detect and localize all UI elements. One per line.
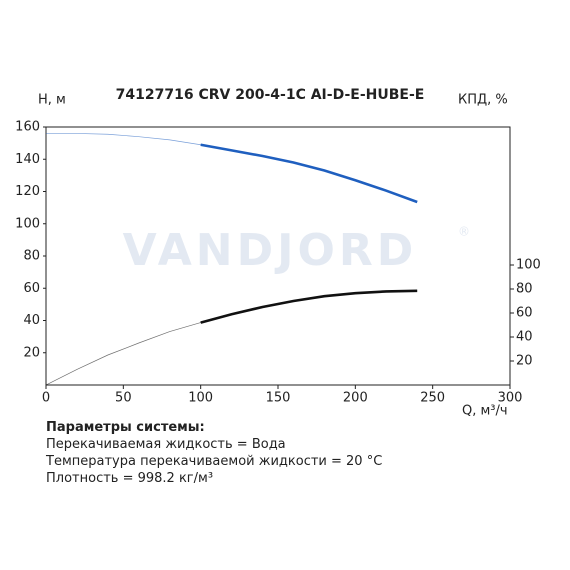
x-tick-label: 150 <box>266 391 291 406</box>
y2-tick-label: 20 <box>516 354 533 369</box>
y-tick-label: 80 <box>23 249 40 264</box>
note: Температура перекачиваемой жидкости = 20… <box>46 454 383 469</box>
note: Плотность = 998.2 кг/м³ <box>46 471 214 486</box>
curve <box>200 143 418 204</box>
y-axis-label: H, м <box>38 93 66 108</box>
curve <box>45 290 418 386</box>
y2-tick-label: 60 <box>516 306 533 321</box>
y-tick-label: 160 <box>15 120 40 135</box>
x-axis-label: Q, м³/ч <box>462 404 508 419</box>
curve <box>200 289 418 324</box>
y-tick-label: 60 <box>23 281 40 296</box>
y2-tick-label: 40 <box>516 330 533 345</box>
chart-title: 74127716 CRV 200-4-1C AI-D-E-HUBE-E <box>116 87 425 103</box>
x-tick-label: 50 <box>115 391 132 406</box>
x-tick-label: 250 <box>420 391 445 406</box>
x-tick-label: 100 <box>188 391 213 406</box>
notes-heading: Параметры системы: <box>46 420 205 435</box>
y-tick-label: 120 <box>15 184 40 199</box>
y-tick-label: 140 <box>15 152 40 167</box>
x-tick-label: 300 <box>498 391 523 406</box>
watermark-mark: ® <box>458 225 470 239</box>
note: Перекачиваемая жидкость = Вода <box>46 437 286 452</box>
y2-axis-label: КПД, % <box>458 93 508 108</box>
y-tick-label: 40 <box>23 313 40 328</box>
curve <box>46 133 418 203</box>
y-tick-label: 20 <box>23 345 40 360</box>
x-tick-label: 200 <box>343 391 368 406</box>
y2-tick-label: 80 <box>516 282 533 297</box>
y-tick-label: 100 <box>15 216 40 231</box>
watermark: VANDJORD <box>123 225 418 276</box>
x-tick-label: 0 <box>42 391 50 406</box>
y2-tick-label: 100 <box>516 258 541 273</box>
